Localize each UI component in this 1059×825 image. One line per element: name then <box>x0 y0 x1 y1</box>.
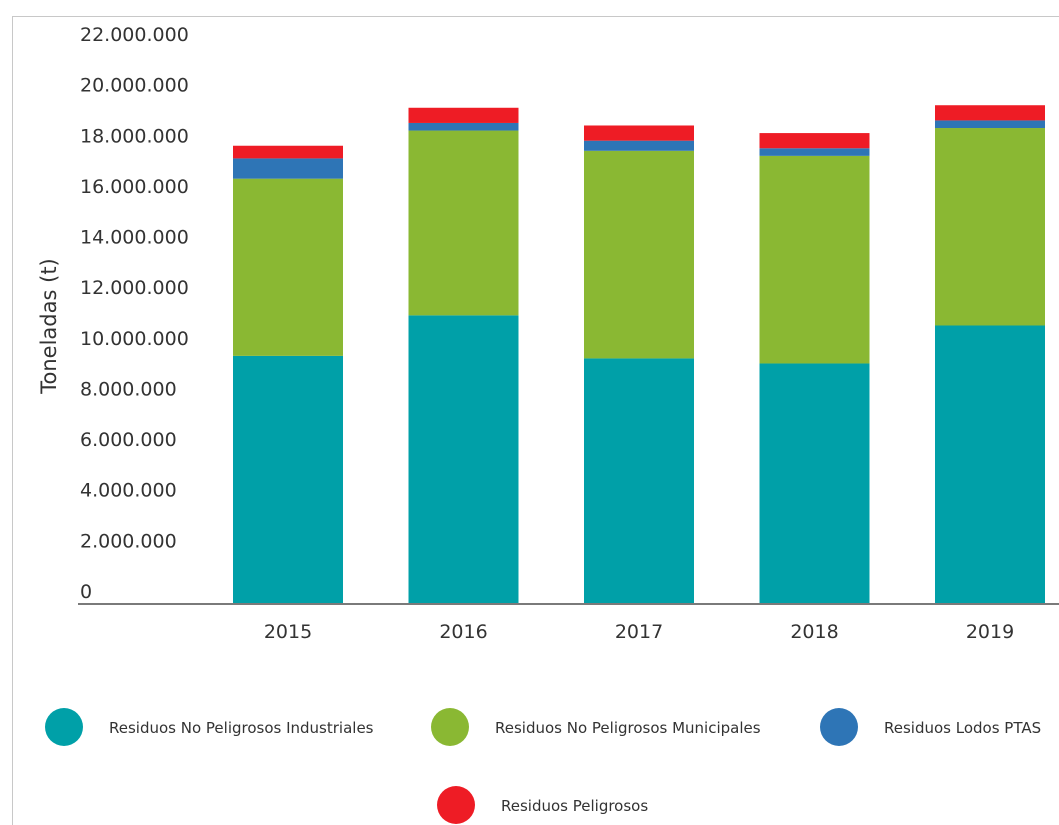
bar-segment <box>759 148 870 156</box>
x-tick-label: 2019 <box>966 621 1014 643</box>
y-tick-label: 22.000.000 <box>80 24 189 46</box>
chart-frame <box>12 16 1059 825</box>
legend-label: Residuos Lodos PTAS <box>884 719 1041 737</box>
x-tick-label: 2018 <box>790 621 838 643</box>
legend-label: Residuos No Peligrosos Municipales <box>495 719 761 737</box>
bar-segment <box>584 140 694 151</box>
y-tick-label: 16.000.000 <box>80 176 189 198</box>
y-axis-ticks: 0 2.000.000 4.000.000 6.000.000 8.000.000 10.… <box>80 24 189 603</box>
bar-segment <box>233 355 343 604</box>
bar-segment <box>584 150 694 359</box>
legend-label: Residuos No Peligrosos Industriales <box>109 719 374 737</box>
bar-segment <box>584 358 694 604</box>
y-tick-label: 4.000.000 <box>80 480 177 502</box>
bar-segment <box>233 145 343 159</box>
legend-marker <box>437 786 475 824</box>
bar-segment <box>935 120 1045 129</box>
bar-segment <box>408 130 519 316</box>
bar-segment <box>408 315 519 604</box>
y-tick-label: 10.000.000 <box>80 328 189 350</box>
y-tick-label: 2.000.000 <box>80 530 177 552</box>
y-tick-label: 12.000.000 <box>80 277 189 299</box>
bar-segment <box>759 133 870 149</box>
legend-marker <box>431 708 469 746</box>
bars <box>233 105 1045 604</box>
x-tick-label: 2016 <box>439 621 487 643</box>
bar-segment <box>233 178 343 356</box>
bar-segment <box>935 325 1045 604</box>
y-tick-label: 14.000.000 <box>80 227 189 249</box>
x-axis-ticks: 2015 2016 2017 2018 2019 <box>264 621 1014 643</box>
bar-segment <box>935 105 1045 121</box>
y-tick-label: 8.000.000 <box>80 378 177 400</box>
legend-label: Residuos Peligrosos <box>501 797 648 815</box>
bar-segment <box>584 125 694 141</box>
legend: Residuos No Peligrosos Industriales Resid… <box>45 708 1041 824</box>
legend-marker <box>45 708 83 746</box>
bar-segment <box>408 107 519 123</box>
y-tick-label: 6.000.000 <box>80 429 177 451</box>
y-tick-label: 20.000.000 <box>80 75 189 97</box>
x-tick-label: 2017 <box>615 621 663 643</box>
y-tick-label: 0 <box>80 581 92 603</box>
x-tick-label: 2015 <box>264 621 312 643</box>
bar-segment <box>759 155 870 364</box>
bar-segment <box>408 122 519 131</box>
bar-segment <box>233 158 343 179</box>
y-axis-title: Toneladas (t) <box>37 258 61 394</box>
bar-segment <box>935 128 1045 326</box>
bar-segment <box>759 363 870 604</box>
legend-marker <box>820 708 858 746</box>
y-tick-label: 18.000.000 <box>80 125 189 147</box>
